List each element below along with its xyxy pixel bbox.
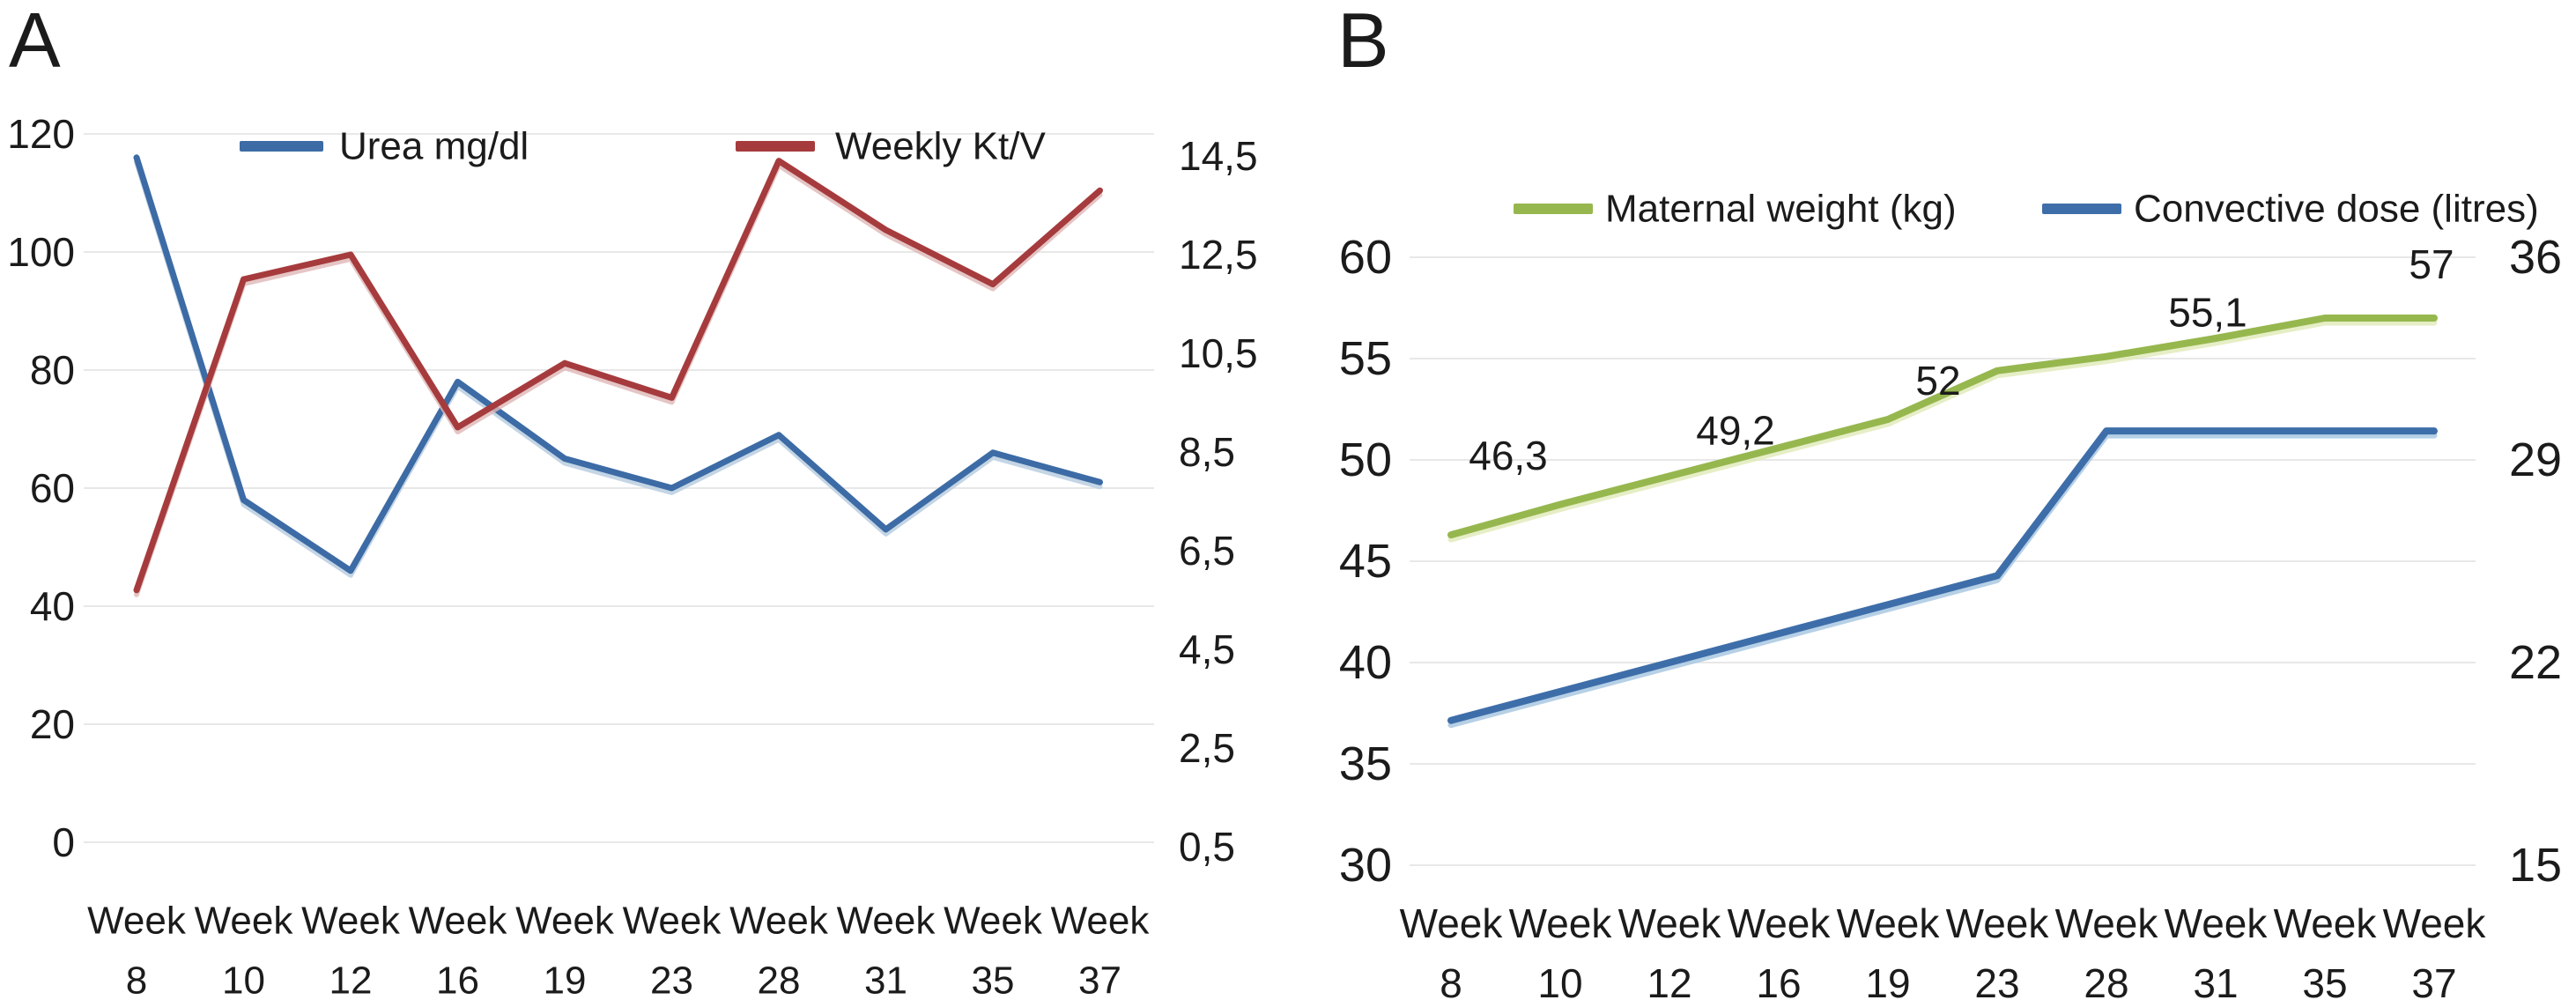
x-axis-label-week: Week bbox=[2383, 900, 2487, 946]
right-axis-tick-label: 15 bbox=[2509, 839, 2562, 892]
left-axis-tick-label: 20 bbox=[30, 701, 75, 747]
left-axis-tick-label: 80 bbox=[30, 347, 75, 393]
x-axis-label-week: Week bbox=[1728, 900, 1832, 946]
x-axis-label-week: Week bbox=[515, 900, 615, 943]
x-axis-label-week: Week bbox=[2274, 900, 2378, 946]
x-axis-label-number: 28 bbox=[758, 959, 801, 1000]
x-axis-label-number: 31 bbox=[864, 959, 907, 1000]
left-axis-tick-label: 50 bbox=[1339, 433, 1392, 486]
right-axis-tick-label: 36 bbox=[2509, 231, 2562, 284]
legend-label: Weekly Kt/V bbox=[835, 125, 1046, 168]
left-axis-tick-label: 45 bbox=[1339, 535, 1392, 588]
panel-a-letter: A bbox=[9, 0, 61, 84]
series-line-urea-mg-dl bbox=[133, 154, 1103, 574]
chart-a: 120 100 80 60 40 20 0 14,5 12,5 10,5 8,5 6,5 4,5 2,5 0… bbox=[7, 111, 1258, 1000]
legend-label: Urea mg/dl bbox=[339, 125, 529, 168]
x-axis-label-number: 10 bbox=[222, 959, 265, 1000]
left-axis-tick-label: 120 bbox=[7, 111, 75, 157]
x-axis-label-number: 35 bbox=[2302, 960, 2347, 1000]
x-axis-label-number: 23 bbox=[650, 959, 693, 1000]
legend-swatch bbox=[240, 141, 323, 152]
x-axis-label-week: Week bbox=[87, 900, 187, 943]
legend-swatch bbox=[1514, 204, 1593, 214]
legend-label: Maternal weight (kg) bbox=[1605, 188, 1957, 231]
x-axis-label-number: 31 bbox=[2193, 960, 2238, 1000]
x-axis-label-number: 16 bbox=[1756, 960, 1801, 1000]
x-axis-label-week: Week bbox=[1400, 900, 1504, 946]
right-axis-tick-label: 4,5 bbox=[1179, 626, 1235, 672]
left-axis-tick-label: 0 bbox=[52, 819, 75, 865]
series-halo bbox=[1447, 432, 2438, 729]
x-axis-label-week: Week bbox=[2165, 900, 2269, 946]
left-axis-tick-label: 30 bbox=[1339, 839, 1392, 892]
series-line-convective-dose-litres- bbox=[1447, 427, 2438, 724]
right-axis-tick-label: 0,5 bbox=[1179, 824, 1235, 870]
left-axis-tick-label: 40 bbox=[30, 583, 75, 629]
chart-b: 60 55 50 45 40 35 30 36 29 22 15 Maternal weight (k… bbox=[1339, 188, 2562, 1000]
legend-swatch bbox=[736, 141, 815, 152]
x-axis-label-week: Week bbox=[1946, 900, 2050, 946]
left-axis-tick-label: 55 bbox=[1339, 332, 1392, 385]
right-axis-tick-label: 14,5 bbox=[1179, 133, 1258, 179]
x-axis-label-number: 12 bbox=[329, 959, 373, 1000]
x-axis-label-number: 12 bbox=[1647, 960, 1691, 1000]
x-axis-label-week: Week bbox=[2055, 900, 2159, 946]
x-axis-label-week: Week bbox=[1618, 900, 1722, 946]
right-axis-tick-label: 8,5 bbox=[1179, 429, 1235, 475]
left-axis-tick-label: 60 bbox=[1339, 231, 1392, 284]
x-axis-label-number: 23 bbox=[1974, 960, 2019, 1000]
x-axis-label-week: Week bbox=[195, 900, 294, 943]
x-axis-label-week: Week bbox=[944, 900, 1043, 943]
left-axis-tick-label: 60 bbox=[30, 465, 75, 511]
x-axis-label-number: 37 bbox=[2411, 960, 2456, 1000]
data-point-label: 55,1 bbox=[2168, 290, 2247, 336]
x-axis-label-number: 8 bbox=[126, 959, 147, 1000]
data-point-label: 57 bbox=[2409, 241, 2454, 287]
left-axis-tick-label: 35 bbox=[1339, 737, 1392, 790]
x-axis-label-number: 37 bbox=[1078, 959, 1121, 1000]
data-point-label: 52 bbox=[1915, 358, 1960, 404]
legend-label: Convective dose (litres) bbox=[2134, 188, 2539, 231]
data-point-label: 49,2 bbox=[1696, 407, 1775, 453]
series-halo bbox=[134, 159, 1103, 578]
x-axis-label-week: Week bbox=[623, 900, 722, 943]
right-axis-tick-label: 2,5 bbox=[1179, 725, 1235, 771]
x-axis-label-number: 8 bbox=[1440, 960, 1462, 1000]
x-axis-label-number: 10 bbox=[1537, 960, 1582, 1000]
x-axis-label-week: Week bbox=[837, 900, 936, 943]
x-axis-label-week: Week bbox=[1837, 900, 1941, 946]
x-axis-label-week: Week bbox=[301, 900, 401, 943]
x-axis-label-number: 16 bbox=[436, 959, 479, 1000]
series-line-weekly-kt-v bbox=[133, 158, 1103, 594]
series-halo bbox=[134, 162, 1103, 597]
x-axis-label-week: Week bbox=[409, 900, 508, 943]
left-axis-tick-label: 100 bbox=[7, 229, 75, 275]
panel-a: A 120 100 80 60 40 20 0 14,5 12,5 10,5 8,5 6,5 4,5 2,… bbox=[7, 0, 1258, 1000]
x-axis-label-number: 19 bbox=[544, 959, 587, 1000]
x-axis-label-week: Week bbox=[1509, 900, 1613, 946]
series-halo bbox=[1447, 319, 2438, 543]
right-axis-tick-label: 10,5 bbox=[1179, 330, 1258, 376]
legend-swatch bbox=[2042, 204, 2121, 214]
x-axis-label-number: 19 bbox=[1865, 960, 1910, 1000]
x-axis-label-number: 28 bbox=[2084, 960, 2128, 1000]
series-line-maternal-weight-kg- bbox=[1447, 315, 2438, 539]
x-axis-label-week: Week bbox=[729, 900, 829, 943]
right-axis-tick-label: 12,5 bbox=[1179, 232, 1258, 278]
right-axis-tick-label: 22 bbox=[2509, 636, 2562, 689]
x-axis-label-number: 35 bbox=[972, 959, 1015, 1000]
right-axis-tick-label: 6,5 bbox=[1179, 528, 1235, 574]
left-axis-tick-label: 40 bbox=[1339, 636, 1392, 689]
data-point-label: 46,3 bbox=[1469, 433, 1548, 478]
panel-b-letter: B bbox=[1337, 0, 1389, 84]
right-axis-tick-label: 29 bbox=[2509, 433, 2562, 486]
x-axis-label-week: Week bbox=[1051, 900, 1151, 943]
panel-b: B 60 55 50 45 40 35 30 36 29 22 15 Maternal weight … bbox=[1286, 0, 2576, 1000]
